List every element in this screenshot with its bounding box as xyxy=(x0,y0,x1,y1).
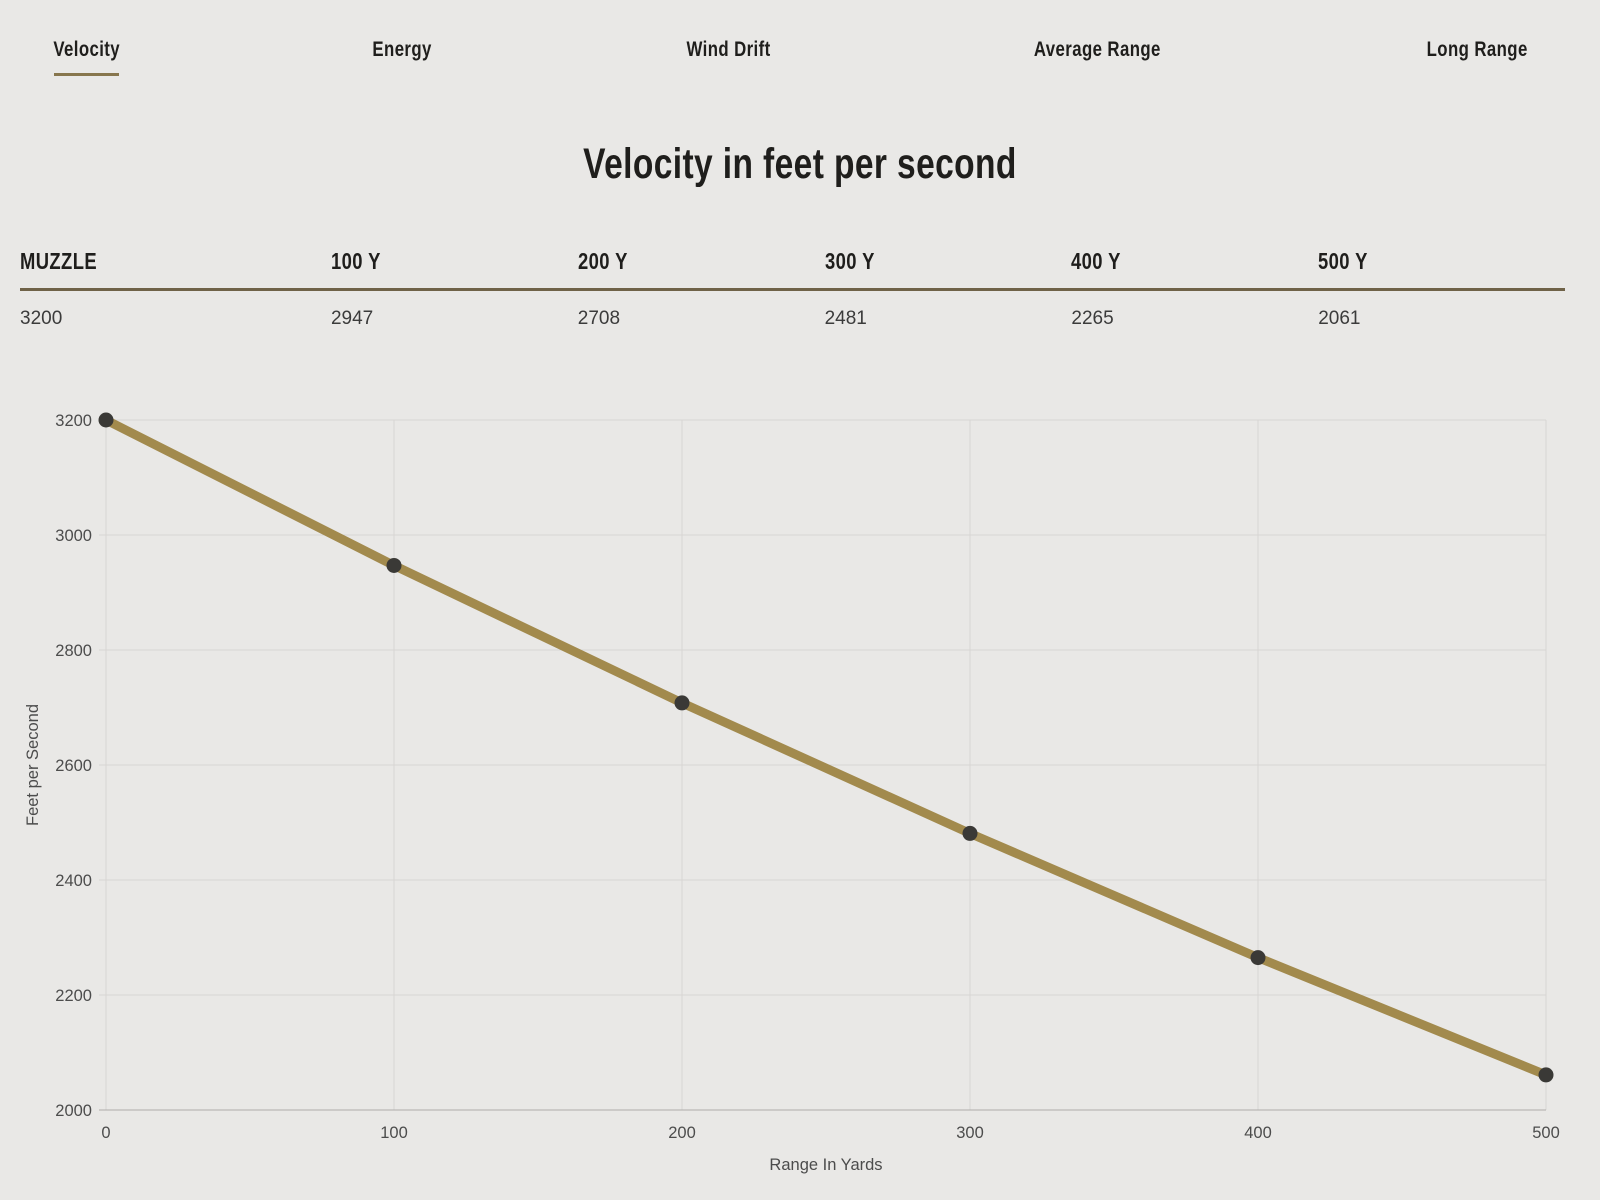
y-tick-label: 2000 xyxy=(55,1102,92,1120)
value-muzzle: 3200 xyxy=(20,308,63,329)
y-tick-label: 3000 xyxy=(55,527,92,545)
tab-energy[interactable]: Energy xyxy=(365,38,439,62)
table-header-300y: 300 Y xyxy=(824,248,875,274)
tab-energy-label: Energy xyxy=(372,38,433,61)
page-title: Velocity in feet per second xyxy=(583,140,1017,188)
tab-bar: Velocity Energy Wind Drift Average Range… xyxy=(0,38,1600,76)
data-point[interactable] xyxy=(1250,950,1266,966)
data-point[interactable] xyxy=(962,825,978,841)
velocity-chart: 0 100 200 300 400 500 2000 2200 2400 2600 2800 3000… xyxy=(24,412,1560,1174)
data-point[interactable] xyxy=(1538,1067,1554,1083)
x-tick-label: 100 xyxy=(380,1124,408,1142)
tab-long-range[interactable]: Long Range xyxy=(1414,38,1540,62)
active-tab-underline xyxy=(54,73,120,76)
table-value-row: 3200 2947 2708 2481 2265 2061 xyxy=(20,291,1565,330)
tab-velocity-label: Velocity xyxy=(53,38,121,61)
value-200y: 2708 xyxy=(577,308,621,329)
x-tick-label: 400 xyxy=(1244,1124,1272,1142)
tab-wind-drift-label: Wind Drift xyxy=(686,38,771,61)
tab-wind-drift[interactable]: Wind Drift xyxy=(676,38,781,62)
tab-long-range-label: Long Range xyxy=(1426,38,1528,61)
value-300y: 2481 xyxy=(824,308,867,329)
y-tick-label: 2200 xyxy=(55,987,92,1005)
x-tick-label: 300 xyxy=(956,1124,984,1142)
x-axis-title: Range In Yards xyxy=(769,1156,882,1174)
value-100y: 2947 xyxy=(330,308,374,329)
x-tick-label: 500 xyxy=(1532,1124,1560,1142)
y-tick-label: 2400 xyxy=(55,872,92,890)
y-tick-label: 3200 xyxy=(55,412,92,430)
velocity-table: MUZZLE 100 Y 200 Y 300 Y 400 Y 500 Y 320… xyxy=(20,248,1565,330)
tab-average-range[interactable]: Average Range xyxy=(1018,38,1177,62)
tab-average-range-label: Average Range xyxy=(1034,38,1161,61)
data-point[interactable] xyxy=(98,412,114,428)
x-tick-label: 200 xyxy=(668,1124,696,1142)
y-axis-title: Feet per Second xyxy=(24,704,42,826)
y-tick-label: 2600 xyxy=(55,757,92,775)
table-header-100y: 100 Y xyxy=(330,248,381,274)
table-header-200y: 200 Y xyxy=(577,248,628,274)
y-tick-label: 2800 xyxy=(55,642,92,660)
table-header-400y: 400 Y xyxy=(1071,248,1122,274)
data-point[interactable] xyxy=(386,557,402,573)
chart-area: 0 100 200 300 400 500 2000 2200 2400 2600 2800 3000… xyxy=(0,365,1600,1200)
table-header-500y: 500 Y xyxy=(1318,248,1368,274)
velocity-line xyxy=(101,415,1551,1080)
value-400y: 2265 xyxy=(1071,308,1114,329)
data-point[interactable] xyxy=(674,695,690,711)
x-tick-label: 0 xyxy=(101,1124,110,1142)
tab-velocity[interactable]: Velocity xyxy=(45,38,128,76)
table-header-muzzle: MUZZLE xyxy=(20,248,98,274)
table-header-row: MUZZLE 100 Y 200 Y 300 Y 400 Y 500 Y xyxy=(20,248,1565,291)
value-500y: 2061 xyxy=(1318,308,1361,329)
